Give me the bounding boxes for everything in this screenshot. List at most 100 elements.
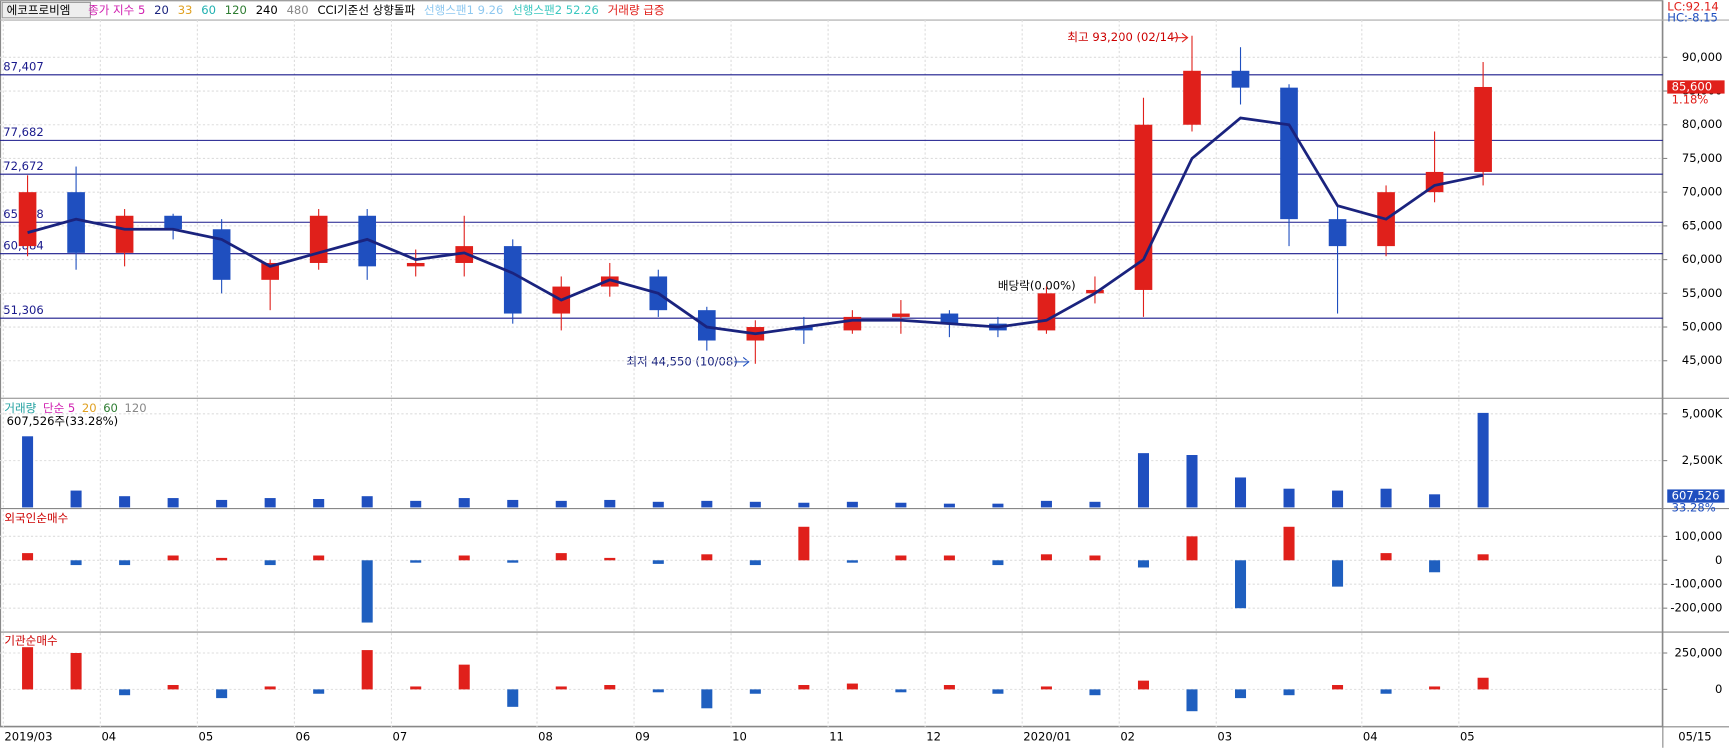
price-line-label: 51,306	[3, 303, 43, 317]
y-tick-label: 75,000	[1682, 151, 1722, 165]
bar	[1040, 686, 1052, 690]
bar	[1380, 488, 1392, 508]
candle-body	[406, 262, 425, 267]
candle-body	[1474, 86, 1492, 172]
indicator-label: 240	[256, 3, 278, 17]
indicator-label: 20	[154, 3, 169, 17]
bar	[1283, 689, 1295, 696]
bar	[167, 685, 179, 690]
bar	[1040, 500, 1052, 508]
bar	[361, 496, 373, 508]
bar	[943, 685, 955, 690]
bar	[70, 560, 82, 566]
y-tick-label: 5,000K	[1682, 406, 1723, 420]
y-tick-label: 70,000	[1682, 185, 1722, 199]
bar	[216, 689, 228, 699]
y-tick-label: 250,000	[1675, 646, 1723, 660]
bar	[410, 500, 422, 508]
bar	[846, 683, 858, 690]
candle-body	[358, 215, 377, 267]
indicator-label: 120	[225, 3, 247, 17]
header-line: 에코프로비엠 종가 지수 5 20 33 60 120 240 480 CCI기준선 상향돌파 선…	[7, 3, 665, 17]
legend-label: 20	[82, 401, 97, 415]
bar	[313, 499, 325, 508]
last-price-box	[1667, 80, 1725, 94]
low-annotation: 최저 44,550 (10/08)	[626, 354, 737, 368]
candle-body	[261, 262, 279, 280]
indicator-label: 33	[178, 3, 193, 17]
y-tick-label: 100,000	[1675, 529, 1723, 543]
arrow	[734, 357, 750, 367]
stock-name[interactable]: 에코프로비엠	[7, 3, 71, 17]
bar	[507, 689, 519, 707]
hc-value: HC:-8.15	[1667, 10, 1718, 24]
bar	[1283, 526, 1295, 561]
x-tick-label: 11	[829, 729, 844, 743]
bar	[652, 501, 664, 508]
bar	[1429, 494, 1441, 508]
last-volume-box	[1667, 489, 1725, 503]
bar	[458, 664, 470, 690]
candle-body	[1037, 293, 1056, 331]
bar	[604, 499, 616, 508]
bar	[798, 526, 810, 561]
bar	[22, 436, 34, 508]
bar	[798, 685, 810, 690]
bar	[749, 689, 761, 694]
candle-body	[455, 246, 474, 263]
volume-current: 607,526주(33.28%)	[7, 414, 119, 428]
bar	[119, 689, 131, 696]
bar	[701, 500, 713, 508]
bar	[846, 560, 858, 563]
candle-body	[1280, 87, 1298, 220]
candle-body	[1183, 70, 1201, 125]
moving-average	[27, 116, 1484, 336]
indicator-label: 선행스팬2 52.26	[512, 3, 599, 17]
bar	[1477, 554, 1489, 561]
bar	[1429, 560, 1441, 573]
arrow	[1173, 32, 1189, 43]
last-price: 85,600	[1672, 79, 1712, 93]
bar	[701, 554, 713, 561]
institution-title: 기관순매수	[4, 633, 58, 647]
lc-value: LC:92.14	[1667, 0, 1719, 13]
y-tick-label: -100,000	[1670, 577, 1722, 591]
bar	[1137, 680, 1149, 690]
bar	[604, 557, 616, 561]
y-tick-label: 90,000	[1682, 50, 1722, 64]
stock-box[interactable]	[1, 1, 91, 19]
bar	[361, 650, 373, 690]
bar	[264, 686, 276, 690]
bar	[458, 498, 470, 508]
x-tick-label: 2020/01	[1023, 729, 1071, 743]
bar	[992, 689, 1004, 694]
price-line-label: 72,672	[3, 159, 43, 173]
indicator-label: 480	[287, 3, 309, 17]
y-tick-label: 0	[1715, 682, 1722, 696]
change-pct: 1.18%	[1672, 93, 1709, 107]
bar	[410, 686, 422, 690]
y-tick-label: 45,000	[1682, 353, 1722, 367]
bar	[1235, 689, 1247, 699]
candle-body	[600, 276, 619, 287]
indicator-label: 60	[201, 3, 216, 17]
bar	[70, 653, 82, 690]
bar	[1089, 689, 1101, 696]
bar	[119, 496, 131, 508]
bar	[701, 689, 713, 709]
bar	[22, 553, 34, 561]
bar	[943, 503, 955, 508]
y-tick-label: 65,000	[1682, 218, 1722, 232]
bar	[70, 490, 82, 508]
foreign-title: 외국인순매수	[4, 511, 68, 525]
bar	[1186, 455, 1198, 508]
bar	[1137, 560, 1149, 568]
bar	[1186, 689, 1198, 712]
y-tick-label: -200,000	[1670, 601, 1722, 615]
bar	[410, 560, 422, 563]
price-line-label: 87,407	[3, 60, 43, 74]
bar	[216, 557, 228, 561]
